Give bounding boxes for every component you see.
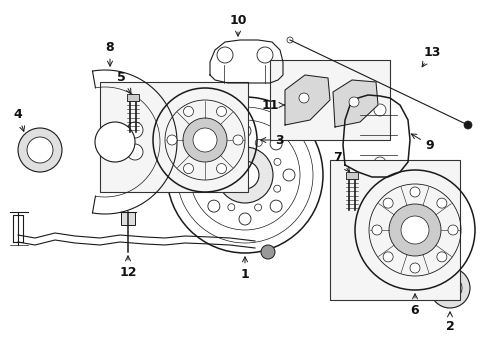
Circle shape (195, 169, 206, 181)
Circle shape (27, 137, 53, 163)
Circle shape (207, 138, 220, 150)
Circle shape (261, 245, 274, 259)
Circle shape (273, 158, 281, 165)
Circle shape (373, 104, 385, 116)
Circle shape (382, 198, 392, 208)
Circle shape (167, 135, 177, 145)
Bar (346, 172, 357, 179)
Circle shape (216, 163, 226, 174)
Circle shape (127, 144, 142, 160)
Circle shape (217, 47, 232, 63)
Text: 4: 4 (14, 108, 24, 131)
Circle shape (232, 135, 243, 145)
Circle shape (227, 204, 234, 211)
Circle shape (298, 93, 308, 103)
Text: 5: 5 (116, 71, 131, 94)
Circle shape (273, 185, 280, 192)
Circle shape (254, 204, 261, 211)
Text: 10: 10 (229, 14, 246, 36)
Text: 12: 12 (119, 256, 137, 279)
Circle shape (95, 122, 135, 162)
Circle shape (193, 128, 217, 152)
Circle shape (183, 118, 226, 162)
Polygon shape (285, 75, 329, 125)
Circle shape (382, 252, 392, 262)
Circle shape (183, 163, 193, 174)
Bar (329, 160, 459, 300)
Bar (100, 82, 247, 192)
Circle shape (283, 169, 294, 181)
Circle shape (207, 200, 220, 212)
Text: 6: 6 (410, 294, 418, 316)
Circle shape (286, 37, 292, 43)
Circle shape (429, 268, 469, 308)
Circle shape (388, 204, 440, 256)
Circle shape (409, 187, 419, 197)
Circle shape (209, 158, 216, 165)
Circle shape (437, 276, 461, 300)
Circle shape (371, 225, 381, 235)
Text: 8: 8 (105, 41, 114, 66)
Circle shape (228, 139, 235, 146)
Bar (121, 212, 135, 225)
Circle shape (255, 139, 262, 146)
Circle shape (230, 161, 259, 189)
Circle shape (447, 225, 457, 235)
Circle shape (183, 107, 193, 116)
Circle shape (127, 122, 142, 138)
Circle shape (209, 185, 216, 192)
Text: 9: 9 (410, 134, 433, 152)
Circle shape (269, 200, 282, 212)
Text: 3: 3 (260, 134, 284, 147)
Circle shape (436, 198, 446, 208)
Text: 13: 13 (421, 45, 440, 67)
Text: 1: 1 (240, 257, 249, 282)
Circle shape (18, 128, 62, 172)
Circle shape (373, 157, 385, 169)
Circle shape (348, 97, 358, 107)
Polygon shape (332, 80, 377, 127)
Circle shape (436, 252, 446, 262)
Circle shape (216, 107, 226, 116)
Bar (127, 94, 139, 101)
Circle shape (239, 213, 250, 225)
Circle shape (409, 263, 419, 273)
Circle shape (400, 216, 428, 244)
Text: 2: 2 (445, 312, 453, 333)
Bar (269, 60, 389, 140)
Circle shape (269, 138, 282, 150)
Text: 7: 7 (333, 150, 349, 172)
Text: 11: 11 (261, 99, 284, 112)
Circle shape (217, 147, 272, 203)
Circle shape (463, 121, 471, 129)
Circle shape (239, 125, 250, 137)
Circle shape (257, 47, 272, 63)
